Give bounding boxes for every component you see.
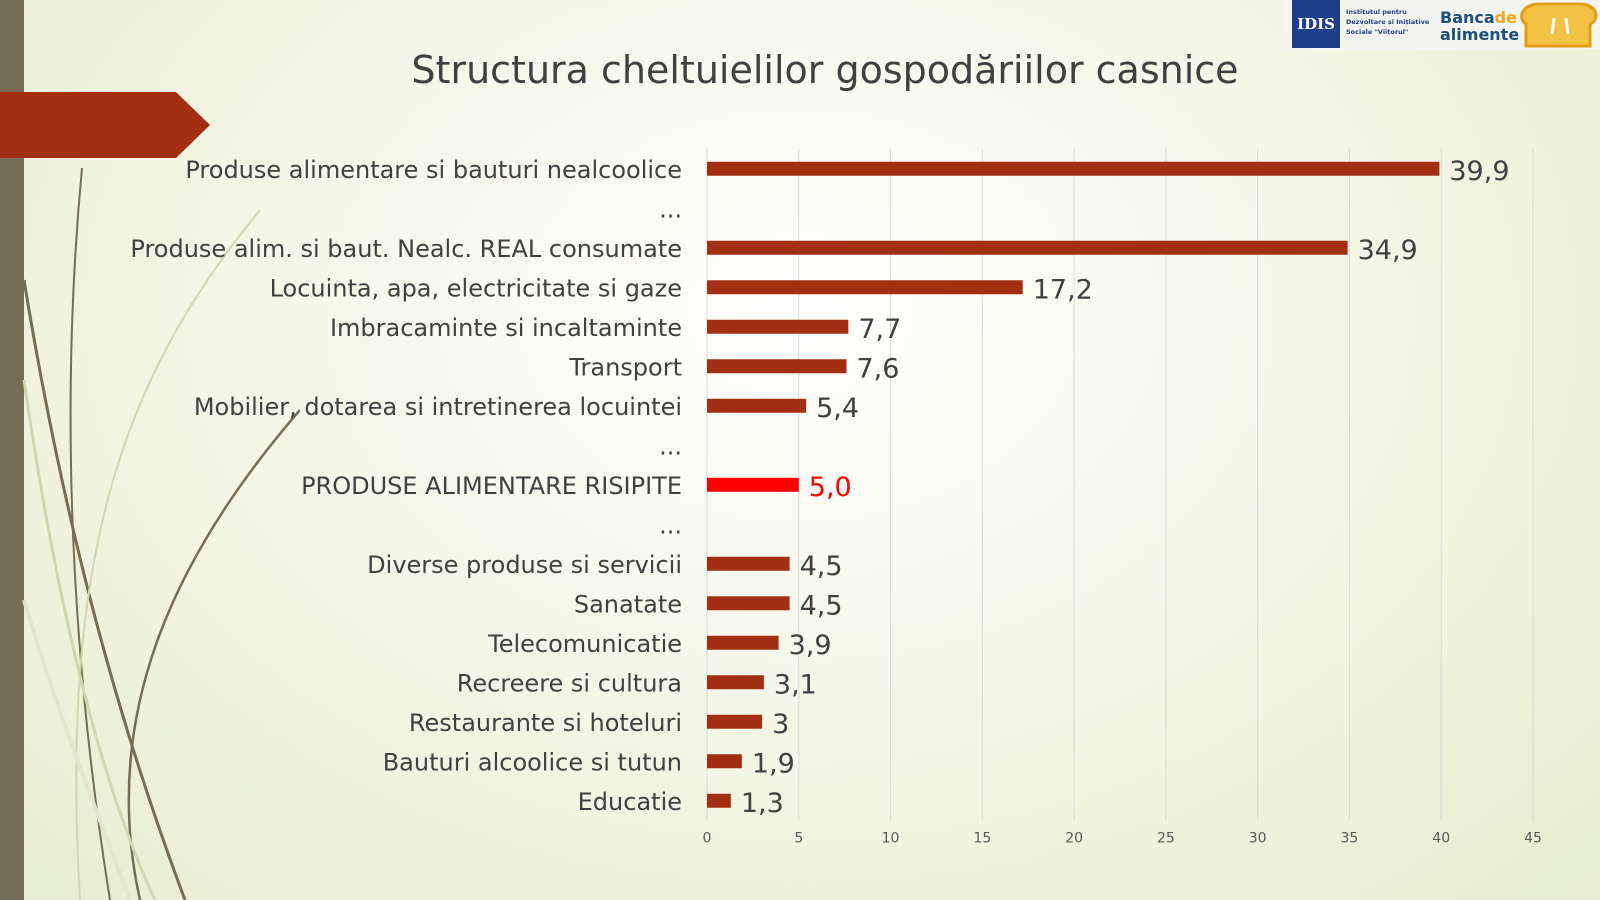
ids-logo: IDIS <box>1292 0 1340 48</box>
category-label: Diverse produse si servicii <box>367 551 682 579</box>
data-label: 1,9 <box>752 748 795 779</box>
ids-logo-text: Institutul pentru Dezvoltare și Inițiati… <box>1346 8 1430 36</box>
de-word: de <box>1494 8 1517 27</box>
data-label: 7,7 <box>858 314 901 345</box>
category-label: Imbracaminte si incaltaminte <box>330 314 682 342</box>
x-tick-label: 15 <box>973 831 991 847</box>
bar <box>707 635 779 650</box>
bar <box>707 754 742 769</box>
category-label: Produse alim. si baut. Nealc. REAL consu… <box>130 235 682 263</box>
data-label: 17,2 <box>1033 274 1093 305</box>
bar <box>707 359 847 374</box>
bread-icon <box>1520 2 1598 48</box>
category-label: Produse alimentare si bauturi nealcoolic… <box>185 156 682 184</box>
category-label: ... <box>659 432 682 460</box>
decorative-curves <box>22 167 300 900</box>
data-label: 7,6 <box>857 353 900 384</box>
bar <box>707 280 1023 295</box>
x-tick-label: 40 <box>1432 831 1450 847</box>
slide-title: Structura cheltuielilor gospodăriilor ca… <box>411 48 1239 92</box>
category-label: Telecomunicatie <box>487 630 682 658</box>
x-tick-label: 5 <box>794 831 803 847</box>
data-label: 3 <box>772 709 789 740</box>
category-label: Educatie <box>578 788 682 816</box>
data-label: 39,9 <box>1449 156 1509 187</box>
x-tick-label: 30 <box>1249 831 1267 847</box>
x-tick-label: 35 <box>1341 831 1359 847</box>
category-label: Sanatate <box>574 590 682 618</box>
x-tick-label: 0 <box>703 831 712 847</box>
bar <box>707 319 849 334</box>
bar <box>707 477 799 492</box>
data-label: 1,3 <box>741 788 784 819</box>
data-label: 4,5 <box>800 551 843 582</box>
data-label: 4,5 <box>800 590 843 621</box>
x-tick-label: 45 <box>1524 831 1542 847</box>
category-label: Bauturi alcoolice si tutun <box>383 748 682 776</box>
bar <box>707 398 807 413</box>
bar <box>707 240 1348 255</box>
category-label: Restaurante si hoteluri <box>409 709 682 737</box>
logo-strip: IDIS Institutul pentru Dezvoltare și Ini… <box>1282 0 1600 50</box>
data-label: 3,9 <box>789 630 832 661</box>
x-tick-label: 25 <box>1157 831 1175 847</box>
banca-word: Banca <box>1440 8 1495 27</box>
data-label: 5,0 <box>809 472 852 503</box>
category-label: Locuinta, apa, electricitate si gaze <box>270 274 682 302</box>
accent-arrow-tab <box>0 92 210 158</box>
bar <box>707 161 1440 176</box>
x-tick-label: 20 <box>1065 831 1083 847</box>
category-label: ... <box>659 195 682 223</box>
category-label: PRODUSE ALIMENTARE RISIPITE <box>301 472 682 500</box>
x-tick-label: 10 <box>882 831 900 847</box>
bar <box>707 556 790 571</box>
data-label: 34,9 <box>1358 235 1418 266</box>
data-label: 3,1 <box>774 669 817 700</box>
data-label: 5,4 <box>816 393 859 424</box>
bar <box>707 714 763 729</box>
category-label: Mobilier, dotarea si intretinerea locuin… <box>194 393 682 421</box>
bar <box>707 596 790 611</box>
bar <box>707 675 764 690</box>
bar <box>707 793 731 808</box>
category-label: ... <box>659 511 682 539</box>
category-label: Recreere si cultura <box>457 669 682 697</box>
banca-de-alimente-logo: Bancade alimente <box>1440 9 1519 43</box>
category-label: Transport <box>568 353 682 381</box>
alimente-word: alimente <box>1440 25 1520 44</box>
